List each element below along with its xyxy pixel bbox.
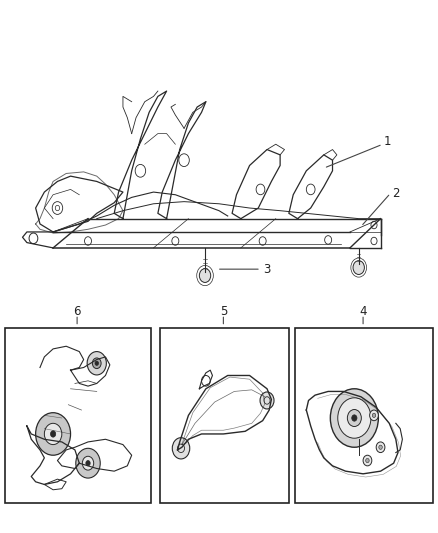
Text: 2: 2 — [392, 187, 399, 200]
Text: 6: 6 — [73, 305, 81, 318]
Circle shape — [86, 461, 90, 466]
Circle shape — [379, 445, 382, 449]
Text: 3: 3 — [263, 263, 271, 276]
Circle shape — [260, 392, 274, 409]
Text: 1: 1 — [383, 135, 391, 148]
Circle shape — [353, 261, 364, 274]
Circle shape — [370, 410, 378, 421]
Circle shape — [199, 269, 211, 282]
Circle shape — [352, 415, 357, 421]
Bar — [295, 328, 433, 503]
Circle shape — [172, 438, 190, 459]
Bar — [5, 328, 151, 503]
Circle shape — [330, 389, 378, 447]
Circle shape — [338, 398, 371, 438]
Circle shape — [372, 413, 376, 417]
Circle shape — [76, 448, 100, 478]
Text: 4: 4 — [359, 305, 367, 318]
Circle shape — [366, 458, 369, 463]
Circle shape — [347, 409, 361, 426]
Circle shape — [44, 423, 62, 445]
Circle shape — [50, 431, 56, 437]
Circle shape — [87, 352, 106, 375]
Circle shape — [376, 442, 385, 453]
Circle shape — [363, 455, 372, 466]
Circle shape — [95, 361, 99, 366]
Bar — [160, 328, 289, 503]
Circle shape — [35, 413, 71, 455]
Circle shape — [92, 358, 101, 368]
Text: 5: 5 — [220, 305, 227, 318]
Circle shape — [82, 456, 94, 470]
